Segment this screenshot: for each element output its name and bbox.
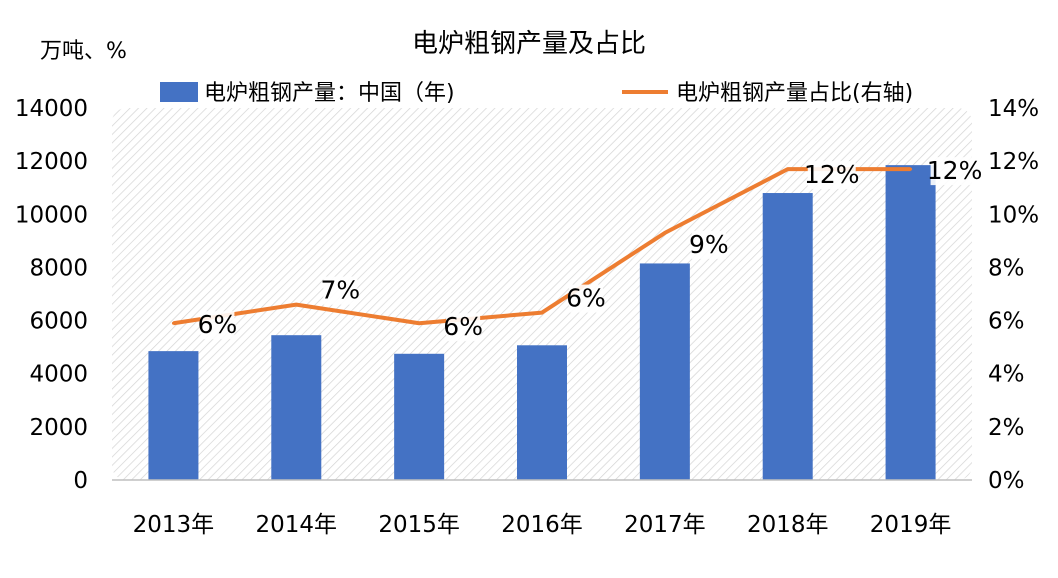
left-tick-label: 10000: [15, 202, 88, 228]
data-label-bg: [807, 161, 856, 190]
legend: 电炉粗钢产量：中国（年) 电炉粗钢产量占比(右轴): [160, 81, 913, 106]
share-point-2017年: [663, 231, 667, 235]
data-labels: 6% 7% 6% 6% 9% 12% 12%: [198, 156, 983, 342]
right-tick-label: 12%: [988, 149, 1039, 175]
chart-title: 电炉粗钢产量及占比: [412, 29, 646, 59]
left-tick-label: 4000: [29, 362, 88, 388]
data-label-2019年: 12%: [927, 156, 983, 185]
legend-swatch-bar: [160, 82, 198, 102]
left-tick-label: 6000: [29, 309, 88, 335]
data-label-2016年: 6%: [566, 284, 606, 313]
share-point-2019年: [909, 167, 913, 171]
bar-2017年: [639, 263, 690, 480]
plot-background: [112, 108, 972, 480]
right-tick-label: 10%: [988, 202, 1039, 228]
left-tick-label: 8000: [29, 255, 88, 281]
share-point-2013年: [171, 321, 175, 325]
data-label-bg: [569, 284, 603, 313]
bar-2019年: [885, 165, 936, 480]
right-tick-label: 8%: [988, 255, 1025, 281]
left-axis-unit: 万吨、%: [40, 39, 127, 64]
x-tick-label: 2018年: [747, 512, 829, 538]
x-tick-label: 2016年: [501, 512, 583, 538]
left-axis: 0 2000 4000 6000 8000 10000 12000 14000: [15, 96, 88, 494]
share-point-2014年: [294, 303, 298, 307]
data-label-bg: [200, 311, 235, 340]
x-tick-label: 2019年: [870, 512, 952, 538]
right-tick-label: 2%: [988, 415, 1025, 441]
share-point-2016年: [540, 311, 544, 315]
bar-2013年: [148, 351, 199, 480]
bar-2018年: [762, 193, 813, 480]
x-tick-label: 2014年: [256, 512, 338, 538]
data-label-2015年: 6%: [443, 312, 483, 341]
data-label-2018年: 12%: [804, 160, 860, 189]
bar-2015年: [394, 353, 445, 480]
line-series: [171, 167, 913, 326]
data-label-2017年: 9%: [689, 230, 729, 259]
share-point-2018年: [786, 167, 790, 171]
right-tick-label: 0%: [988, 468, 1025, 494]
legend-label-bar: 电炉粗钢产量：中国（年): [204, 81, 455, 106]
left-tick-label: 2000: [29, 415, 88, 441]
right-tick-label: 6%: [988, 309, 1025, 335]
right-tick-label: 4%: [988, 362, 1025, 388]
data-label-bg: [446, 313, 481, 342]
right-tick-label: 14%: [988, 96, 1039, 122]
data-label-bg: [323, 276, 358, 305]
bar-series: [148, 165, 936, 480]
x-axis: 2013年 2014年 2015年 2016年 2017年 2018年 2019年: [133, 512, 952, 538]
left-tick-label: 0: [73, 468, 88, 494]
data-label-2013年: 6%: [198, 310, 238, 339]
left-tick-label: 12000: [15, 149, 88, 175]
bar-2014年: [271, 335, 322, 480]
legend-label-line: 电炉粗钢产量占比(右轴): [676, 81, 913, 106]
right-axis: 0% 2% 4% 6% 8% 10% 12% 14%: [988, 96, 1039, 494]
x-tick-label: 2017年: [624, 512, 706, 538]
share-point-2015年: [417, 321, 421, 325]
bar-2016年: [517, 345, 567, 480]
x-tick-label: 2015年: [378, 512, 460, 538]
data-label-bg: [930, 157, 979, 186]
x-tick-label: 2013年: [133, 512, 215, 538]
data-label-bg: [691, 230, 726, 259]
left-tick-label: 14000: [15, 96, 88, 122]
data-label-2014年: 7%: [320, 276, 360, 305]
